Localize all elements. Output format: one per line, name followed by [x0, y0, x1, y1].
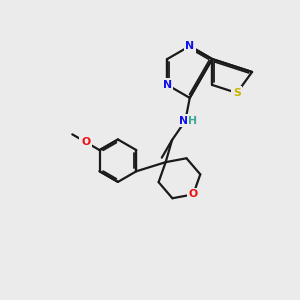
Text: O: O: [189, 189, 198, 200]
Text: N: N: [179, 116, 188, 126]
Text: N: N: [185, 41, 194, 51]
Text: H: H: [188, 116, 198, 126]
Text: S: S: [233, 88, 241, 98]
Text: O: O: [81, 137, 90, 147]
Text: N: N: [163, 80, 172, 90]
